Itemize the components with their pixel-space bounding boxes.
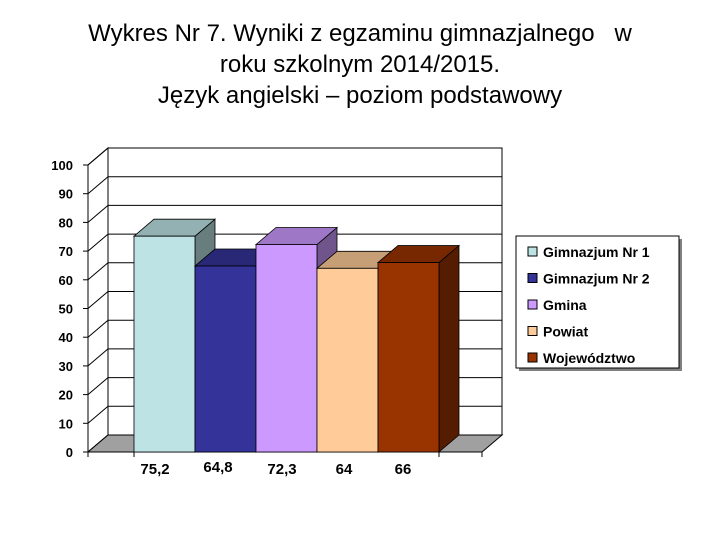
legend-swatch xyxy=(527,352,538,363)
y-tick-label: 0 xyxy=(66,445,73,460)
legend-label: Gimnazjum Nr 1 xyxy=(543,244,650,260)
y-tick-label: 70 xyxy=(59,244,73,259)
y-tick-label: 50 xyxy=(59,302,73,317)
y-tick-label: 30 xyxy=(59,359,73,374)
y-tick-label: 20 xyxy=(59,388,73,403)
legend-label: Gmina xyxy=(543,297,587,313)
legend-swatch xyxy=(527,299,538,310)
chart-title: Wykres Nr 7. Wyniki z egzaminu gimnazjal… xyxy=(0,18,720,111)
bar-gimnazjum-nr-2 xyxy=(194,265,257,453)
title-line-3: Język angielski – poziom podstawowy xyxy=(157,82,563,109)
y-tick-label: 90 xyxy=(59,187,73,202)
y-tick-label: 80 xyxy=(59,215,73,230)
value-label: 72,3 xyxy=(267,461,296,478)
value-label: 64 xyxy=(336,461,353,478)
bar-województwo xyxy=(377,262,440,453)
value-label: 64,8 xyxy=(203,459,232,476)
title-line-1: Wykres Nr 7. Wyniki z egzaminu gimnazjal… xyxy=(88,20,632,47)
legend-swatch xyxy=(527,246,538,257)
bar-gimnazjum-nr-1 xyxy=(133,235,196,453)
value-label: 66 xyxy=(395,461,412,478)
legend xyxy=(515,235,680,369)
legend-swatch xyxy=(527,326,538,336)
value-label: 75,2 xyxy=(140,461,169,478)
y-tick-label: 100 xyxy=(51,158,73,173)
gridline xyxy=(87,147,502,166)
title-line-2: roku szkolnym 2014/2015. xyxy=(219,51,501,78)
legend-swatch xyxy=(527,273,538,283)
bar-gmina xyxy=(255,244,318,453)
bar-side xyxy=(438,244,460,453)
y-tick-label: 40 xyxy=(59,330,73,345)
gridline xyxy=(87,176,502,195)
legend-label: Województwo xyxy=(543,350,635,366)
legend-label: Powiat xyxy=(543,324,588,340)
bar-powiat xyxy=(316,267,379,453)
legend-label: Gimnazjum Nr 2 xyxy=(543,271,650,287)
gridline xyxy=(87,233,502,252)
y-tick-label: 60 xyxy=(59,273,73,288)
gridline xyxy=(87,204,502,223)
y-tick-label: 10 xyxy=(59,416,73,431)
